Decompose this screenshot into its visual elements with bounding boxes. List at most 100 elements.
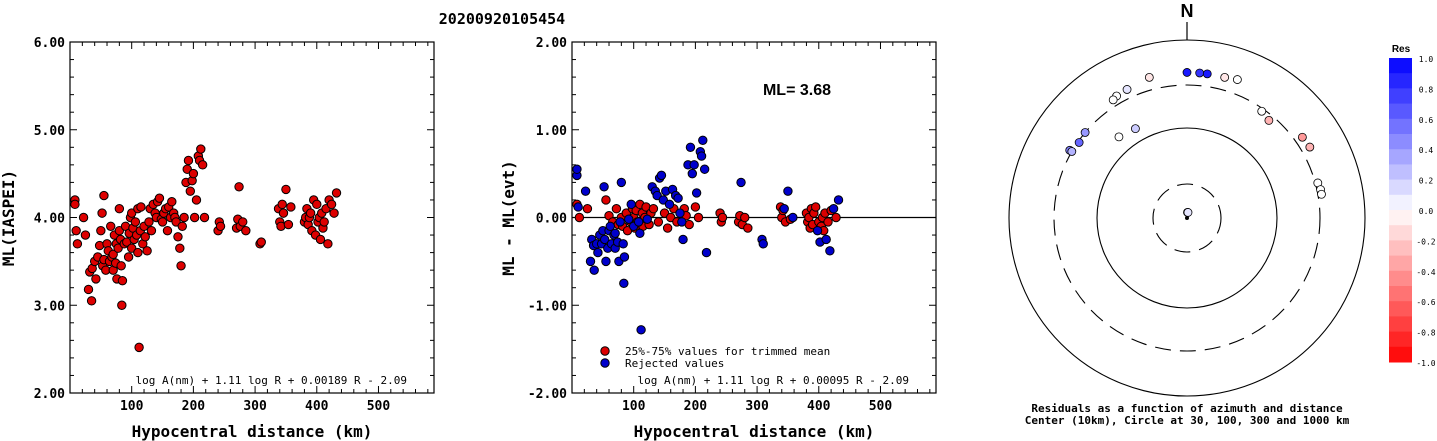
azimuth-residual-map: N Residuals as a function of azimuth and… xyxy=(1008,1,1366,427)
ring-30km xyxy=(1152,183,1222,253)
colorbar-tick-label: 0.6 xyxy=(1419,116,1434,125)
data-point xyxy=(698,135,708,145)
data-point xyxy=(70,199,80,210)
data-point xyxy=(96,225,106,236)
ml-vs-distance-chart: 2.00 3.00 4.00 5.00 6.00 100 200 300 400 500 Hypoc… xyxy=(0,36,435,441)
data-point xyxy=(743,223,753,233)
colorbar-segment xyxy=(1389,270,1412,287)
data-point xyxy=(281,184,291,195)
colorbar-segment xyxy=(1389,301,1412,317)
colorbar-segment xyxy=(1389,210,1412,226)
data-point xyxy=(278,208,289,218)
y-axis-label: ML(IASPEI) xyxy=(0,170,18,266)
data-point xyxy=(199,212,210,223)
data-point xyxy=(99,190,109,201)
colorbar-segment xyxy=(1389,118,1412,135)
colorbar-segment xyxy=(1389,179,1412,196)
data-point xyxy=(821,234,831,245)
x-tick-label: 500 xyxy=(367,399,391,414)
station-marker xyxy=(1182,68,1192,77)
y-tick-label: 0.00 xyxy=(536,212,567,227)
data-point xyxy=(142,246,152,256)
data-point xyxy=(116,261,126,271)
data-point xyxy=(157,217,168,227)
colorbar-tick-label: 0.2 xyxy=(1419,177,1434,186)
data-point xyxy=(599,234,610,245)
epicenter-marker xyxy=(1185,216,1189,220)
data-point xyxy=(286,202,296,212)
colorbar-segment xyxy=(1389,73,1412,89)
station-marker xyxy=(1114,132,1124,142)
data-point xyxy=(593,247,603,258)
data-point xyxy=(618,239,628,249)
data-point xyxy=(662,223,673,233)
map-caption-line1: Residuals as a function of azimuth and d… xyxy=(1031,402,1343,415)
data-point xyxy=(329,208,339,218)
x-tick-label: 200 xyxy=(182,399,206,414)
data-point xyxy=(601,195,611,205)
data-point xyxy=(176,261,186,271)
data-point xyxy=(144,217,154,227)
data-point xyxy=(693,212,704,223)
data-point xyxy=(783,186,793,196)
data-point xyxy=(823,217,833,227)
colorbar-segment xyxy=(1389,240,1412,257)
data-point xyxy=(642,214,652,224)
figure-title: 20200920105454 xyxy=(439,10,565,28)
y-tick-label: 4.00 xyxy=(34,212,65,227)
ring-300km xyxy=(1053,84,1321,352)
data-point xyxy=(238,217,248,227)
station-marker xyxy=(1317,189,1326,199)
colorbar-segment xyxy=(1389,316,1412,333)
data-point xyxy=(635,228,645,238)
colorbar-tick-label: -0.8 xyxy=(1416,329,1435,338)
data-point xyxy=(117,300,127,310)
data-point xyxy=(146,225,157,236)
y-tick-label: 1.00 xyxy=(536,124,567,139)
x-tick-label: 100 xyxy=(622,399,646,414)
data-point xyxy=(687,168,698,179)
data-point xyxy=(133,247,143,258)
data-point xyxy=(305,208,316,218)
data-point xyxy=(582,204,593,214)
formula-label: log A(nm) + 1.11 log R + 0.00095 R - 2.0… xyxy=(637,374,909,387)
data-point xyxy=(326,199,337,210)
colorbar-tick-label: 0.0 xyxy=(1419,207,1434,216)
data-point xyxy=(653,217,664,227)
data-point xyxy=(140,232,150,242)
data-point xyxy=(677,217,687,227)
colorbar-segment xyxy=(1389,58,1412,74)
data-point xyxy=(696,151,707,161)
data-point xyxy=(71,225,81,236)
colorbar-segment xyxy=(1389,255,1412,272)
y-axis-label: ML - ML(evt) xyxy=(499,160,518,276)
station-marker xyxy=(1264,116,1274,125)
data-point xyxy=(177,221,187,231)
colorbar-segment xyxy=(1389,164,1412,181)
data-point xyxy=(191,195,202,205)
data-point xyxy=(179,212,189,223)
data-point xyxy=(648,204,659,214)
data-point xyxy=(123,252,134,262)
station-marker xyxy=(1202,69,1212,79)
colorbar-segment xyxy=(1389,194,1412,211)
station-marker xyxy=(1220,72,1230,82)
data-point xyxy=(573,202,583,212)
station-marker xyxy=(1080,128,1090,137)
data-point xyxy=(699,164,710,174)
data-point xyxy=(610,228,620,238)
data-point xyxy=(779,204,789,214)
data-point xyxy=(589,265,599,275)
x-tick-label: 200 xyxy=(684,399,708,414)
data-point xyxy=(601,256,611,267)
legend-label: Rejected values xyxy=(625,357,724,370)
station-marker xyxy=(1297,132,1307,142)
data-point xyxy=(833,195,844,205)
colorbar-segment xyxy=(1389,331,1412,348)
data-point xyxy=(616,177,627,188)
legend-marker xyxy=(600,346,610,356)
y-tick-label: 2.00 xyxy=(536,36,567,51)
x-axis-label: Hypocentral distance (km) xyxy=(132,422,373,441)
data-point xyxy=(599,182,609,192)
